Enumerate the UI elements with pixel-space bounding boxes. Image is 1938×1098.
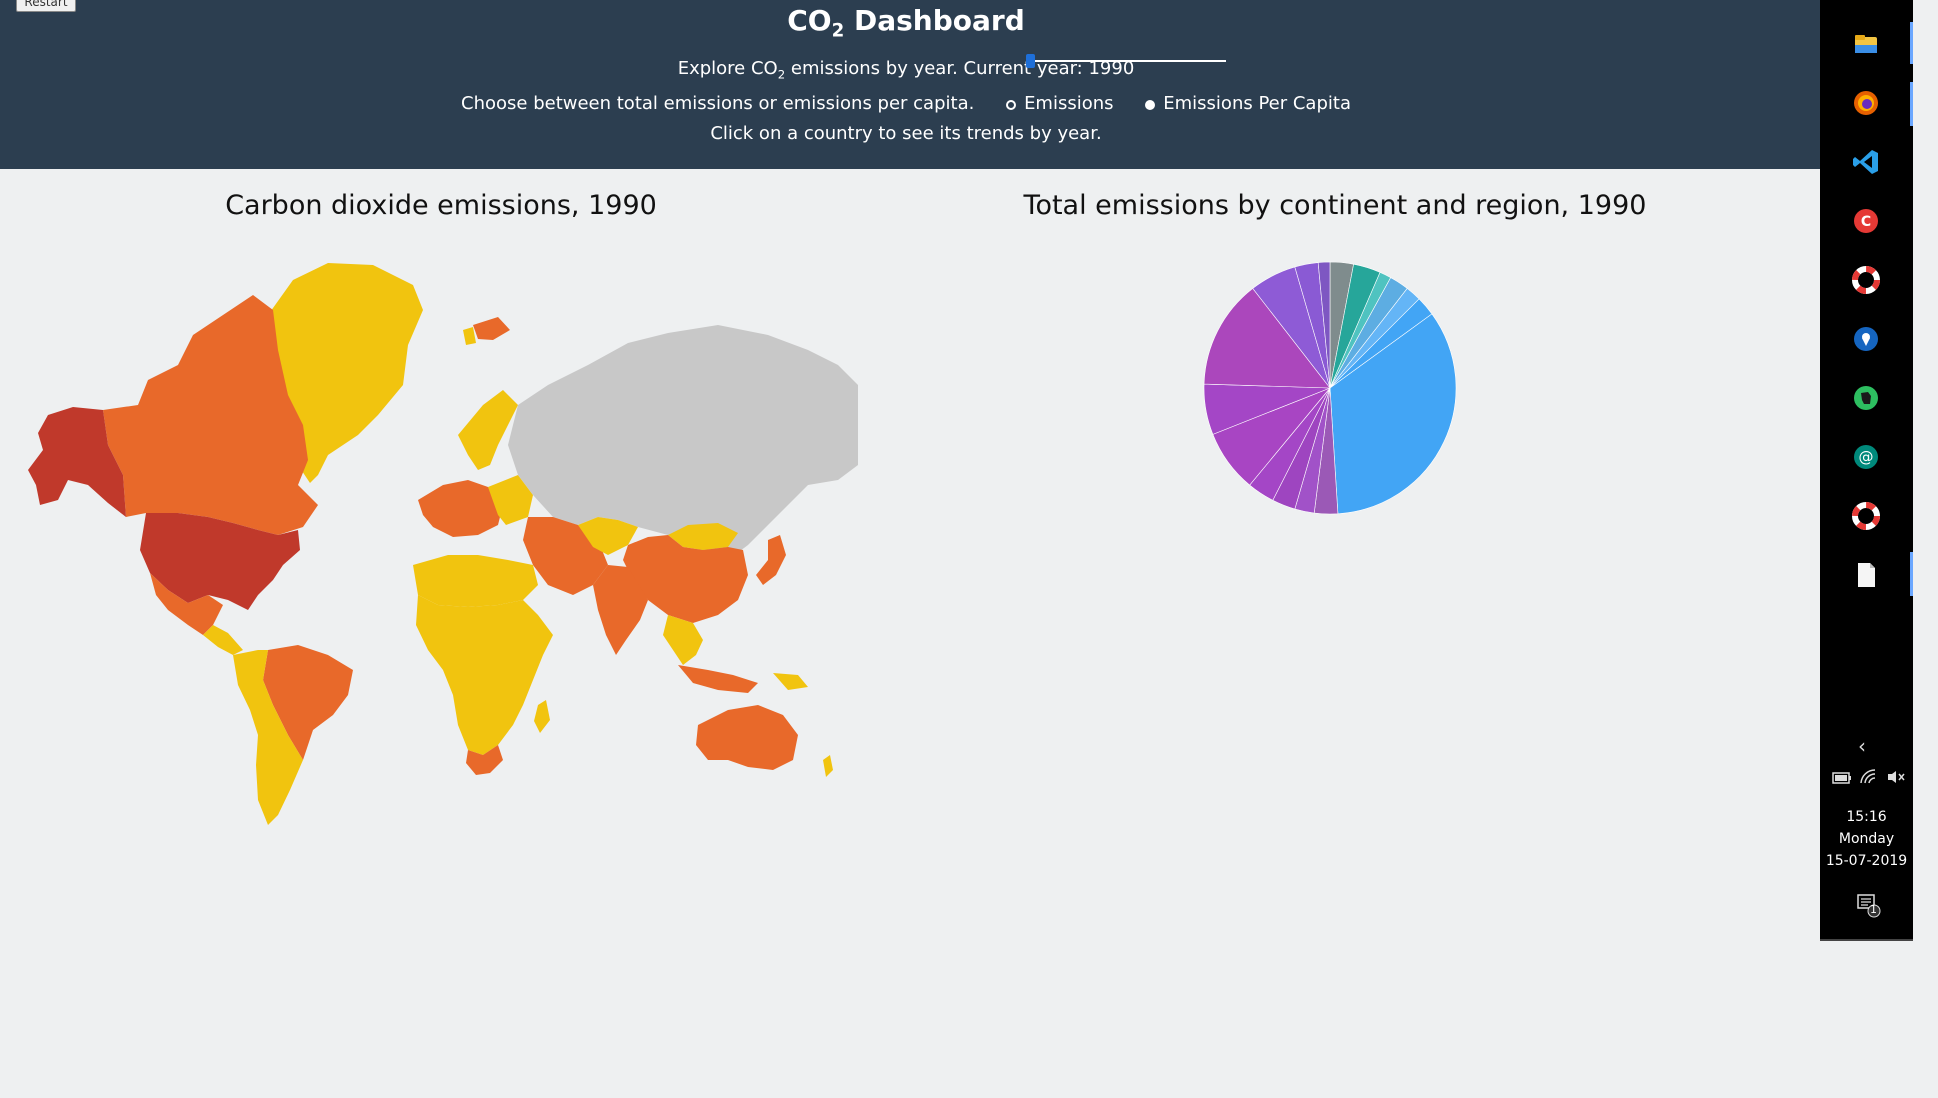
action-center-icon[interactable]	[1856, 893, 1882, 919]
file-explorer-icon[interactable]	[1852, 30, 1880, 58]
current-year-value: 1990	[1088, 58, 1135, 79]
year-text-subscript: 2	[777, 67, 786, 82]
country-madagascar[interactable]	[534, 700, 550, 733]
radio-emissions-label[interactable]: Emissions	[1024, 93, 1114, 114]
country-alaska[interactable]	[28, 407, 126, 517]
region-eastern-europe[interactable]	[488, 475, 533, 525]
pie-slice-16[interactable]	[1317, 261, 1331, 389]
evernote-icon[interactable]	[1852, 384, 1880, 412]
country-russia[interactable]	[508, 325, 858, 560]
svg-text:@: @	[1859, 448, 1874, 466]
pie-slice-13[interactable]	[1203, 288, 1331, 389]
country-india[interactable]	[593, 565, 648, 655]
pie-title: Total emissions by continent and region,…	[1023, 190, 1647, 221]
mode-line: Choose between total emissions or emissi…	[0, 93, 1812, 114]
country-south-africa[interactable]	[466, 745, 503, 775]
radio-per-capita-dot[interactable]	[1145, 100, 1156, 110]
region-indonesia[interactable]	[678, 665, 758, 693]
radio-per-capita-label[interactable]: Emissions Per Capita	[1163, 93, 1351, 114]
country-japan[interactable]	[756, 535, 786, 585]
taskbar-active-indicator	[1910, 552, 1913, 596]
country-mexico[interactable]	[150, 573, 223, 635]
pie-chart[interactable]	[1200, 258, 1460, 518]
country-mongolia[interactable]	[668, 523, 738, 550]
region-central-america[interactable]	[203, 625, 243, 655]
windows-taskbar: C @ ‹ 15:16 Monday 15-07-2019 1	[1820, 0, 1913, 940]
region-sub-saharan-africa[interactable]	[416, 595, 553, 755]
red-app-icon[interactable]: C	[1852, 207, 1880, 235]
restart-button[interactable]: Restart	[16, 0, 76, 12]
hint-line: Click on a country to see its trends by …	[710, 123, 1102, 144]
firefox-icon[interactable]	[1852, 89, 1880, 117]
wifi-icon[interactable]	[1860, 769, 1878, 785]
location-pin-icon[interactable]	[1852, 325, 1880, 353]
year-slider[interactable]	[1026, 54, 1226, 68]
clock-time[interactable]: 15:16	[1846, 809, 1887, 825]
country-svalbard[interactable]	[463, 327, 476, 345]
country-new-zealand[interactable]	[823, 755, 833, 777]
pie-slices[interactable]	[1203, 261, 1457, 515]
header: Restart CO2 Dashboard Explore CO2 emissi…	[0, 0, 1820, 169]
radio-emissions[interactable]: Emissions	[1006, 93, 1114, 114]
region-central-asia[interactable]	[578, 517, 638, 555]
year-line: Explore CO2 emissions by year. Current y…	[0, 58, 1812, 82]
volume-muted-icon[interactable]	[1886, 769, 1906, 785]
lifebuoy-icon-2[interactable]	[1852, 502, 1880, 530]
country-brazil[interactable]	[263, 645, 353, 760]
radio-emissions-dot[interactable]	[1006, 100, 1017, 110]
taskbar-active-indicator	[1910, 82, 1913, 126]
lifebuoy-icon[interactable]	[1852, 266, 1880, 294]
battery-icon[interactable]	[1832, 772, 1852, 784]
svg-text:C: C	[1861, 214, 1871, 230]
country-greenland[interactable]	[266, 263, 423, 483]
country-papua-new-guinea[interactable]	[773, 673, 808, 690]
region-scandinavia[interactable]	[458, 390, 518, 470]
country-iceland[interactable]	[473, 317, 510, 340]
at-sign-icon[interactable]: @	[1852, 443, 1880, 471]
slider-track[interactable]	[1030, 60, 1226, 62]
page-title: CO2 Dashboard	[0, 4, 1812, 42]
mode-text: Choose between total emissions or emissi…	[461, 93, 975, 114]
year-text-middle: emissions by year. Current year:	[785, 58, 1089, 79]
title-subscript: 2	[831, 20, 845, 42]
world-map[interactable]	[28, 255, 858, 825]
region-southeast-asia[interactable]	[663, 615, 703, 665]
region-north-africa[interactable]	[413, 555, 538, 607]
pie-slice-6[interactable]	[1329, 313, 1457, 515]
region-western-europe[interactable]	[418, 480, 503, 537]
title-text-suffix: Dashboard	[844, 4, 1025, 37]
slider-thumb[interactable]	[1026, 54, 1035, 68]
vscode-icon[interactable]	[1852, 148, 1880, 176]
region-south-america-west[interactable]	[233, 650, 303, 825]
country-australia[interactable]	[696, 705, 798, 770]
year-text-prefix: Explore CO	[677, 58, 778, 79]
taskbar-active-indicator	[1910, 22, 1913, 64]
map-title: Carbon dioxide emissions, 1990	[225, 190, 657, 221]
radio-per-capita[interactable]: Emissions Per Capita	[1145, 93, 1351, 114]
system-clock[interactable]: 15:16 Monday 15-07-2019	[1820, 806, 1913, 872]
clock-date[interactable]: 15-07-2019	[1825, 853, 1908, 869]
notification-count-badge: 1	[1870, 903, 1877, 916]
title-text-prefix: CO	[787, 4, 832, 37]
show-hidden-icons-chevron-icon[interactable]: ‹	[1858, 734, 1866, 758]
country-canada[interactable]	[103, 295, 318, 535]
document-icon[interactable]	[1852, 561, 1880, 589]
taskbar-bottom-edge	[1820, 939, 1913, 941]
country-usa[interactable]	[140, 513, 300, 610]
clock-day[interactable]: Monday	[1838, 831, 1895, 847]
country-china[interactable]	[623, 535, 748, 623]
